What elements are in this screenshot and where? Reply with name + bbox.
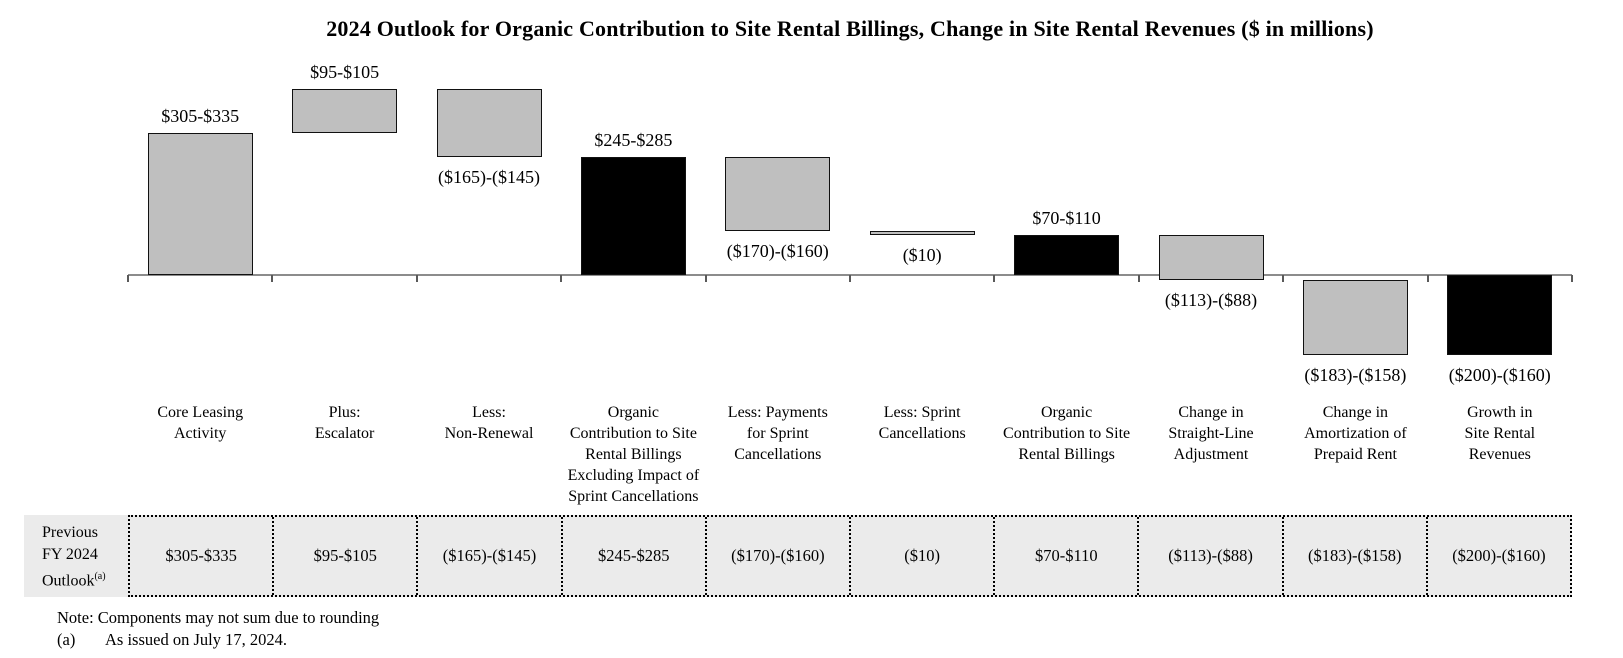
outlook-table-cell: ($200)-($160): [1425, 517, 1570, 595]
axis-tick: [560, 275, 563, 282]
axis-tick: [127, 275, 129, 282]
category-label: Less: Non-Renewal: [444, 404, 534, 442]
waterfall-bar-6: [869, 230, 975, 236]
axis-tick: [1137, 275, 1140, 282]
bar-value-label: ($183)-($158): [1304, 365, 1407, 386]
bar-value-label: ($170)-($160): [726, 240, 829, 261]
waterfall-bar-3: [436, 88, 542, 158]
bar-value-label: $245-$285: [594, 130, 673, 151]
outlook-table-cell: $70-$110: [993, 517, 1137, 595]
outlook-table-cell: ($113)-($88): [1137, 517, 1281, 595]
waterfall-bar-10: [1447, 275, 1553, 356]
axis-tick: [1282, 275, 1285, 282]
category-label: Less: Sprint Cancellations: [878, 404, 966, 442]
chart-title: 2024 Outlook for Organic Contribution to…: [326, 16, 1374, 41]
waterfall-bar-7: [1014, 235, 1120, 275]
category-label: Change in Straight-Line Adjustment: [1168, 404, 1254, 463]
waterfall-bar-8: [1158, 235, 1264, 280]
axis-tick: [1571, 275, 1573, 282]
waterfall-bar-1: [147, 133, 253, 275]
axis-tick: [415, 275, 418, 282]
axis-tick: [993, 275, 996, 282]
footnote-text: As issued on July 17, 2024.: [105, 630, 287, 649]
footnote: (a) As issued on July 17, 2024.: [57, 630, 287, 650]
category-label: Organic Contribution to Site Rental Billin…: [567, 404, 700, 505]
outlook-table-cell: $305-$335: [165, 546, 237, 565]
row-header-line: Previous: [42, 524, 98, 541]
bar-value-label: ($165)-($145): [438, 167, 540, 188]
outlook-table-cell: ($10): [849, 517, 993, 595]
outlook-table-cell: $95-$105: [272, 517, 416, 595]
bar-value-label: ($200)-($160): [1448, 365, 1551, 386]
category-label: Organic Contribution to Site Rental Billin…: [1003, 404, 1131, 463]
outlook-table-background: [24, 515, 1572, 597]
waterfall-bar-4: [580, 157, 686, 275]
footnote-marker: (a): [57, 630, 76, 649]
axis-tick: [704, 275, 707, 282]
bar-value-label: $95-$105: [310, 61, 380, 82]
bar-value-label: $70-$110: [1032, 208, 1101, 229]
category-label: Core Leasing Activity: [157, 404, 244, 442]
axis-tick: [1426, 275, 1429, 282]
outlook-table-row-header: Previous FY 2024 Outlook(a): [42, 522, 106, 592]
category-label: Less: Payments for Sprint Cancellations: [727, 404, 828, 463]
category-label: Growth in Site Rental Revenues: [1464, 404, 1536, 463]
axis-tick: [849, 275, 851, 282]
category-label: Change in Amortization of Prepaid Rent: [1304, 404, 1407, 463]
outlook-table-cell: ($170)-($160): [704, 517, 849, 595]
category-label: Plus: Escalator: [314, 404, 375, 442]
outlook-table-cell: ($183)-($158): [1281, 517, 1426, 595]
row-header-line: Outlook(a): [42, 571, 106, 590]
bar-value-label: ($113)-($88): [1164, 289, 1258, 310]
waterfall-bar-9: [1302, 279, 1408, 356]
bar-value-label: ($10): [902, 245, 942, 266]
waterfall-bar-5: [725, 157, 831, 231]
axis-tick: [271, 275, 274, 282]
outlook-table-cell: ($165)-($145): [416, 517, 560, 595]
rounding-note: Note: Components may not sum due to roun…: [57, 608, 380, 627]
row-header-footnote-ref: (a): [94, 571, 106, 582]
outlook-table-cells: $305-$335 $95-$105 ($165)-($145) $245-$285(…: [128, 515, 1572, 597]
bar-value-label: $305-$335: [161, 106, 240, 126]
outlook-table-cell: $245-$285: [560, 517, 705, 595]
waterfall-bar-2: [292, 88, 398, 133]
row-header-line: FY 2024: [42, 546, 98, 563]
